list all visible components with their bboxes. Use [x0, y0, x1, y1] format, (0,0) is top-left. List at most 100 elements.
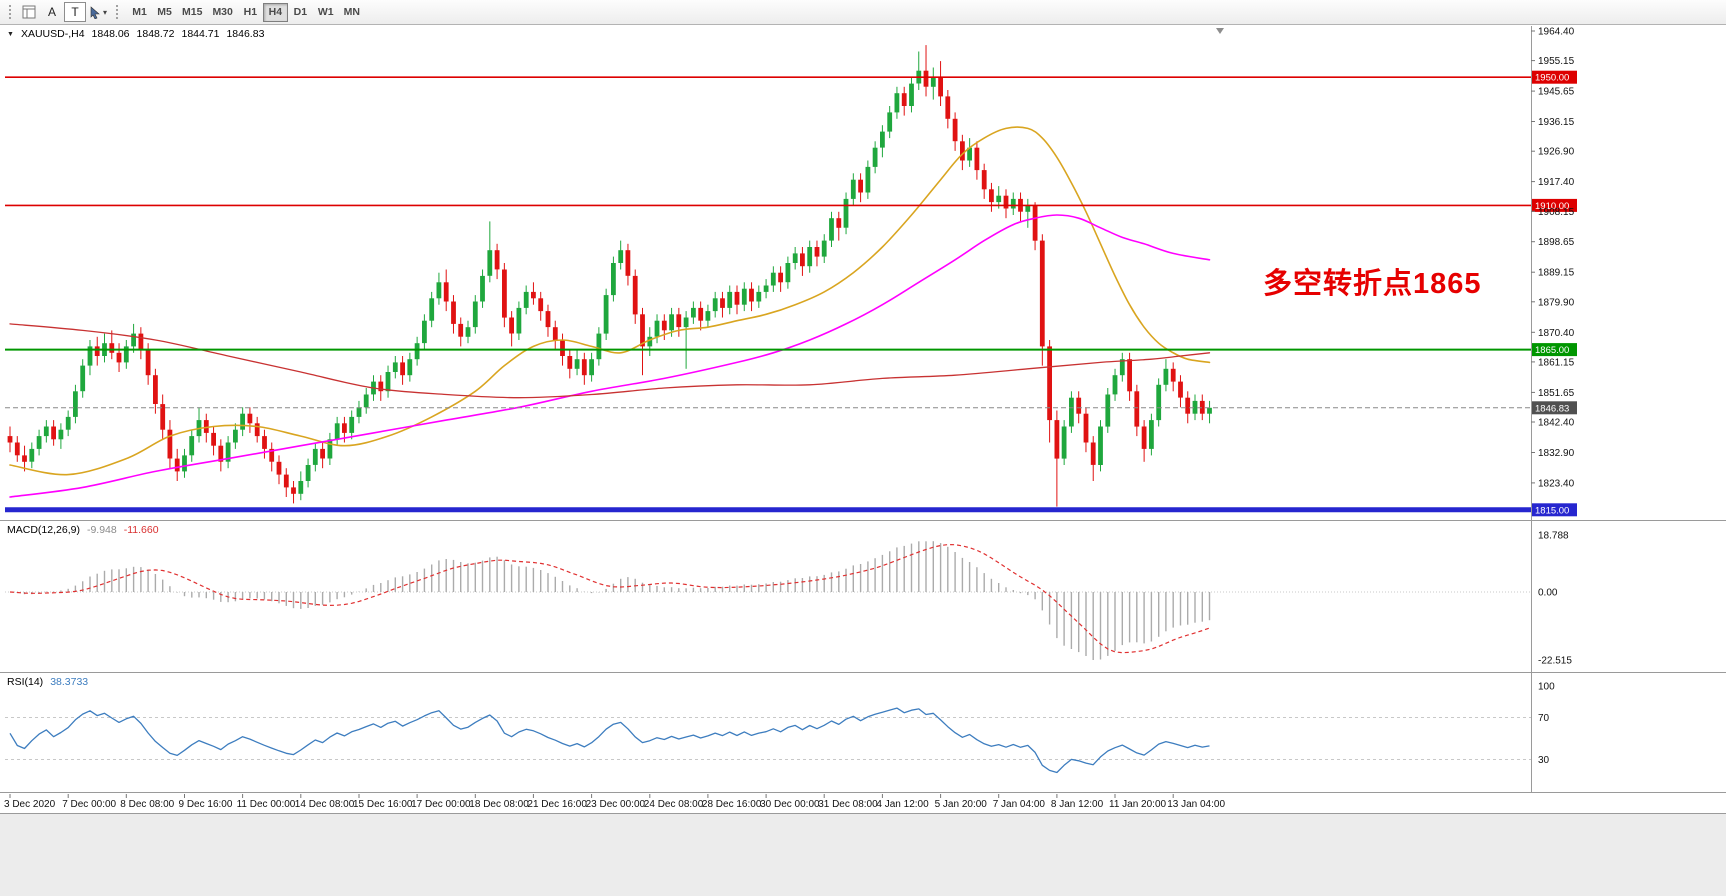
- timeframe-button-W1[interactable]: W1: [313, 3, 339, 22]
- candle: [887, 106, 893, 139]
- candle: [436, 272, 442, 305]
- time-axis[interactable]: 3 Dec 2020 7 Dec 00:00 8 Dec 08:00 9 Dec 16…: [4, 794, 1225, 810]
- symbol-info: ▼ XAUUSD-,H4 1848.06 1848.72 1844.71 184…: [7, 28, 264, 40]
- candle: [320, 442, 325, 469]
- candle: [1018, 192, 1023, 222]
- svg-text:1851.65: 1851.65: [1538, 388, 1575, 399]
- svg-text:31 Dec 08:00: 31 Dec 08:00: [818, 799, 878, 810]
- candle: [552, 320, 558, 350]
- candle: [109, 330, 115, 360]
- candle: [240, 407, 245, 437]
- toolbar: A T ▾ M1 M5 M15 M30 H1 H4 D1 W1 MN: [0, 0, 1726, 25]
- svg-text:15 Dec 16:00: 15 Dec 16:00: [353, 799, 413, 810]
- candle: [422, 314, 427, 350]
- candle: [414, 336, 420, 366]
- toolbar-grip[interactable]: [115, 4, 119, 20]
- ma-long-red[interactable]: [9, 323, 1211, 399]
- candle: [400, 356, 405, 385]
- chart-window-button[interactable]: [18, 2, 40, 22]
- svg-text:9 Dec 16:00: 9 Dec 16:00: [179, 799, 233, 810]
- candle: [1141, 420, 1147, 462]
- candle: [138, 327, 144, 360]
- candle: [123, 340, 129, 369]
- timeframe-button-H4[interactable]: H4: [262, 2, 288, 22]
- svg-text:1945.65: 1945.65: [1538, 87, 1575, 98]
- candle: [545, 304, 551, 337]
- macd-axis-label: 0.00: [1538, 588, 1558, 599]
- candle: [262, 429, 267, 459]
- candle: [589, 352, 594, 382]
- svg-text:1846.83: 1846.83: [1535, 403, 1569, 414]
- candle: [705, 304, 711, 328]
- candle: [472, 295, 478, 334]
- candle: [916, 51, 922, 90]
- candle: [276, 455, 282, 485]
- candle: [880, 125, 885, 158]
- collapse-icon[interactable]: ▼: [7, 30, 14, 38]
- candle: [247, 407, 253, 433]
- candle: [792, 247, 798, 270]
- candle: [800, 247, 805, 276]
- candle: [102, 333, 107, 363]
- timeframe-button-MN[interactable]: MN: [339, 3, 365, 22]
- candle: [661, 314, 667, 340]
- candle: [465, 320, 471, 344]
- ohlc-low: 1844.71: [181, 28, 220, 40]
- candle: [756, 285, 762, 308]
- chart-shift-marker[interactable]: [1216, 28, 1224, 34]
- candle: [1199, 394, 1205, 421]
- text-tool-button[interactable]: A: [41, 2, 63, 22]
- candle: [189, 429, 195, 462]
- text-label-tool-button[interactable]: T: [64, 2, 86, 22]
- svg-text:4 Jan 12:00: 4 Jan 12:00: [876, 799, 929, 810]
- candle: [211, 426, 216, 456]
- candle: [1083, 407, 1089, 453]
- cursor-tool-button[interactable]: ▾: [87, 2, 109, 22]
- timeframe-button-D1[interactable]: D1: [288, 3, 313, 22]
- timeframe-button-H1[interactable]: H1: [238, 3, 263, 22]
- candle: [1003, 189, 1009, 219]
- candle: [1149, 413, 1154, 456]
- svg-text:1879.90: 1879.90: [1538, 297, 1575, 308]
- timeframe-button-M15[interactable]: M15: [177, 3, 207, 22]
- ma-fast-orange[interactable]: [9, 126, 1211, 476]
- candle: [225, 436, 231, 469]
- svg-text:1910.00: 1910.00: [1535, 201, 1569, 212]
- toolbar-grip[interactable]: [8, 4, 12, 20]
- candle: [952, 112, 958, 151]
- candle: [51, 420, 56, 446]
- candle: [632, 269, 638, 324]
- candle: [1112, 368, 1118, 401]
- svg-text:14 Dec 08:00: 14 Dec 08:00: [295, 799, 355, 810]
- candle: [596, 327, 602, 366]
- timeframe-button-M1[interactable]: M1: [127, 3, 152, 22]
- candle: [741, 282, 747, 312]
- candle: [298, 471, 304, 501]
- candle: [676, 307, 682, 337]
- candle: [538, 291, 544, 321]
- svg-text:1823.40: 1823.40: [1538, 478, 1575, 489]
- timeframe-button-M30[interactable]: M30: [207, 3, 237, 22]
- svg-text:1842.40: 1842.40: [1538, 418, 1575, 429]
- price-axis[interactable]: 1964.40 1955.15 1945.65 1936.15 1926.90 1917.…: [1531, 27, 1575, 490]
- timeframe-button-M5[interactable]: M5: [152, 3, 177, 22]
- candle: [1069, 391, 1074, 433]
- hline-price-label: 1815.00: [1532, 503, 1577, 517]
- candle: [654, 314, 660, 344]
- candle: [967, 138, 972, 167]
- annotation-text[interactable]: 多空转折点1865: [1263, 268, 1482, 300]
- candle: [727, 285, 733, 315]
- ma-slow-magenta[interactable]: [9, 214, 1211, 498]
- candle: [647, 327, 653, 356]
- svg-text:1870.40: 1870.40: [1538, 328, 1575, 339]
- candle: [531, 282, 536, 305]
- candle: [829, 211, 834, 247]
- candle: [974, 141, 980, 180]
- candle: [1010, 192, 1016, 215]
- candle: [283, 468, 289, 497]
- candle: [1039, 234, 1045, 366]
- svg-text:30 Dec 00:00: 30 Dec 00:00: [760, 799, 820, 810]
- svg-text:8 Dec 08:00: 8 Dec 08:00: [120, 799, 174, 810]
- macd-signal-line: [9, 543, 1210, 654]
